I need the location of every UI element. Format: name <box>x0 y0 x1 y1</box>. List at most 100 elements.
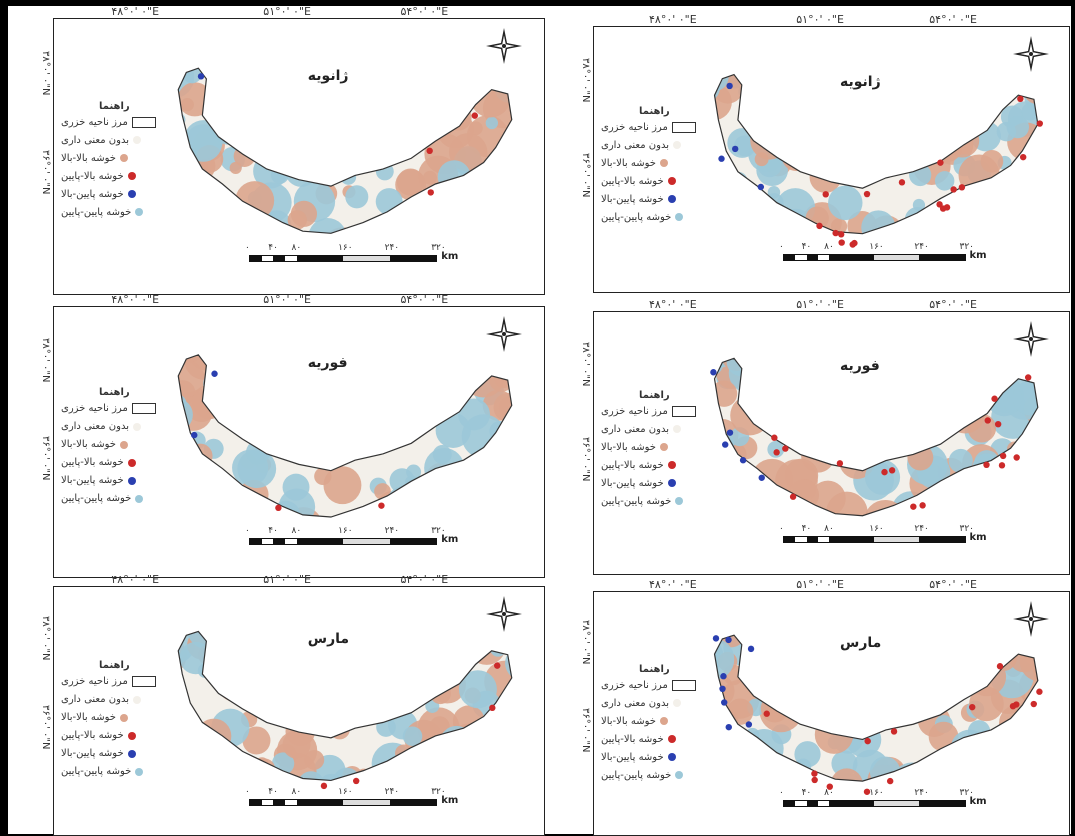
legend-symbol-icon <box>127 731 136 740</box>
legend-label: خوشه بالا-بالا <box>61 439 116 450</box>
cluster-patch <box>452 705 485 737</box>
legend-item: خوشه بالا-پایین <box>601 176 676 187</box>
cluster-patch <box>514 134 523 156</box>
cluster-patch <box>421 104 456 139</box>
station-dot <box>996 663 1003 670</box>
scale-tick-label: ۲۴۰ <box>384 787 400 798</box>
legend-label: خوشه پایین-پایین <box>601 211 672 223</box>
legend-item: خوشه پایین-پایین <box>601 770 684 781</box>
legend-symbol-icon <box>667 177 676 185</box>
station-dot <box>719 673 727 680</box>
station-dot <box>939 205 946 212</box>
cluster-patch <box>405 464 421 480</box>
station-dot <box>810 776 818 784</box>
legend-label: بدون معنی داری <box>601 697 669 709</box>
station-dot <box>898 178 905 186</box>
cluster-patch <box>970 100 989 118</box>
legend-symbol-icon <box>659 717 668 726</box>
station-dot <box>1036 120 1043 127</box>
legend-item: مرز ناحیه خزری <box>601 405 696 417</box>
legend-symbol-icon <box>672 699 681 708</box>
scale-tick-label: ۰ <box>245 526 250 537</box>
station-dot <box>837 230 844 238</box>
cluster-patch <box>934 170 954 191</box>
scale-bar <box>249 799 438 807</box>
legend-label: خوشه پایین-پایین <box>61 206 132 218</box>
legend-title: راهنما <box>99 100 130 112</box>
month-title: مارس <box>307 630 350 647</box>
cluster-patch <box>402 764 416 778</box>
legend-label: مرز ناحیه خزری <box>61 676 128 688</box>
legend-symbol-icon <box>127 476 136 485</box>
legend-symbol-icon <box>671 679 696 691</box>
cluster-patch <box>396 168 424 196</box>
scale-tick-label: ۲۴۰ <box>384 242 400 253</box>
cluster-patch <box>994 175 1026 207</box>
cluster-patch <box>860 210 895 234</box>
cluster-patch <box>951 196 967 212</box>
cluster-patch <box>760 694 789 723</box>
station-dot <box>886 778 893 785</box>
legend-item: مرز ناحیه خزری <box>601 679 696 691</box>
legend-symbol-icon <box>667 753 676 762</box>
legend-item: خوشه بالا-پایین <box>61 457 136 468</box>
province-map <box>177 354 512 519</box>
cluster-patch <box>749 120 789 160</box>
cluster-patch <box>1002 737 1026 761</box>
latitude-label: ۳۸°۰' ۰"N <box>580 342 591 387</box>
cluster-patch <box>179 448 198 467</box>
cluster-patch <box>432 445 452 465</box>
longitude-label: ۵۴°۰' ۰"E <box>929 578 977 591</box>
cluster-patch <box>768 675 795 702</box>
legend-symbol-icon <box>119 440 128 449</box>
province-map <box>177 630 512 789</box>
cluster-patch <box>177 360 179 382</box>
station-dot <box>352 777 359 784</box>
cluster-patch <box>282 730 311 759</box>
cluster-patch <box>313 468 332 486</box>
scale-bar <box>249 254 438 262</box>
cluster-patch <box>1045 121 1049 144</box>
scale-tick-label: ۳۲۰ <box>431 787 446 798</box>
legend-symbol-icon <box>127 749 136 758</box>
longitude-label: ۴۸°۰' ۰"E <box>111 293 160 306</box>
station-dot <box>488 704 496 711</box>
station-dot <box>757 183 764 191</box>
cluster-patch <box>187 443 213 469</box>
legend-item: خوشه پایین-بالا <box>601 478 676 489</box>
station-dot <box>958 183 965 191</box>
scale-bar <box>783 253 966 261</box>
cluster-patch <box>351 709 369 727</box>
station-dot <box>1035 688 1043 696</box>
legend-item: بدون معنی داری <box>61 694 141 705</box>
station-dot <box>1030 700 1037 708</box>
cluster-patch <box>202 99 220 116</box>
legend-item: خوشه پایین-پایین <box>601 211 684 223</box>
cluster-patch <box>458 669 497 709</box>
cluster-patch <box>385 486 422 518</box>
legend-symbol-icon <box>119 154 128 162</box>
legend-title: راهنما <box>639 105 670 117</box>
station-dot <box>982 462 990 469</box>
station-dot <box>998 462 1005 469</box>
station-dot <box>770 434 778 442</box>
map-sheet: ۴۸°۰' ۰"E ۵۱°۰' ۰"E ۵۴°۰' ۰"E ۳۸°۰' ۰"N ۳۶°۰… <box>8 5 1071 836</box>
cluster-patch <box>741 102 771 132</box>
month-title: فوریه <box>307 354 348 371</box>
scale-tick-label: ۰ <box>245 242 250 253</box>
north-arrow-icon <box>1013 601 1049 637</box>
scale-tick-label: ۲۴۰ <box>914 524 929 535</box>
scale-unit: km <box>969 795 987 807</box>
cluster-patch <box>328 718 350 740</box>
longitude-label: ۴۸°۰' ۰"E <box>649 298 697 311</box>
latitude-label: ۳۶°۰' ۰"N <box>40 150 51 195</box>
cluster-patch <box>394 127 409 143</box>
station-dot <box>709 369 717 376</box>
cluster-patch <box>1045 362 1049 402</box>
legend-symbol-icon <box>135 494 144 503</box>
cluster-patch <box>195 718 231 754</box>
station-dot <box>739 457 746 464</box>
legend-label: خوشه بالا-پایین <box>601 175 664 187</box>
cluster-patch <box>775 187 815 228</box>
legend-item: خوشه پایین-پایین <box>601 496 684 507</box>
